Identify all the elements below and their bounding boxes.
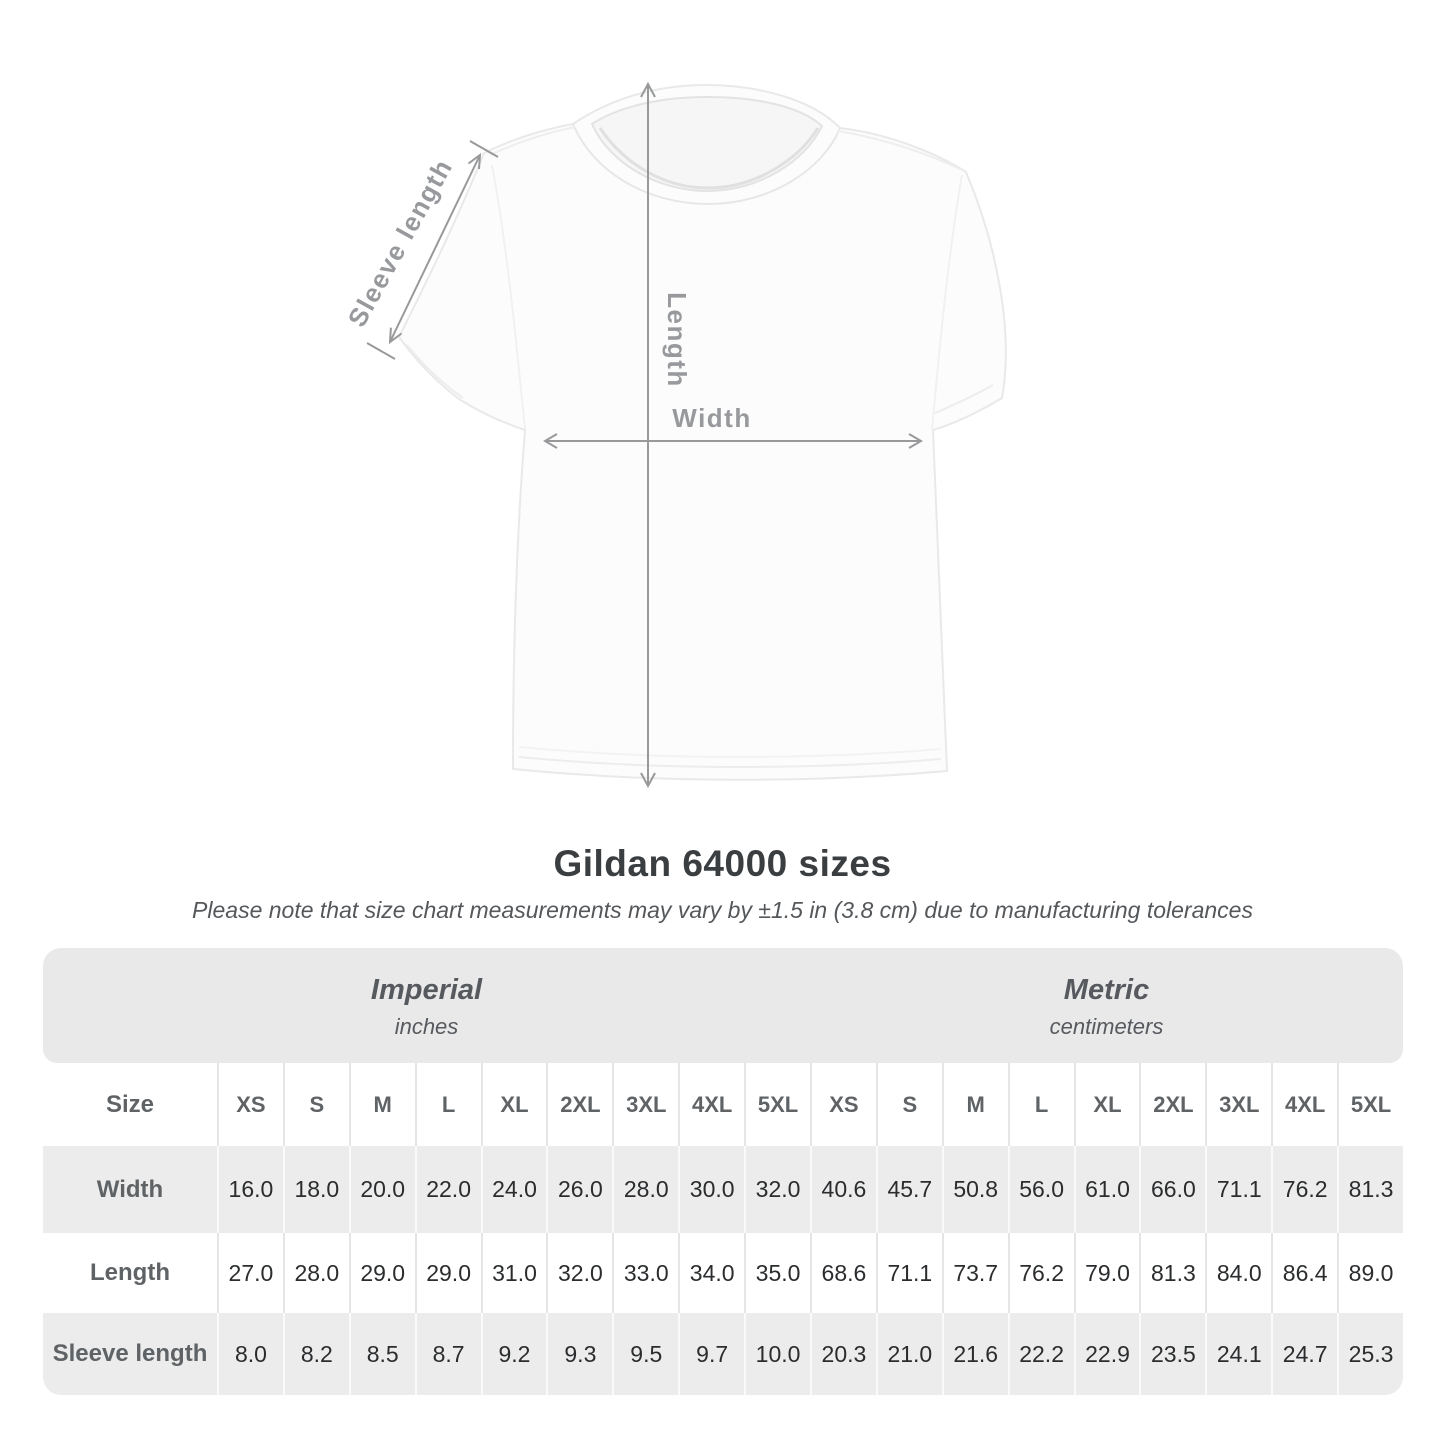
row-label-sleeve-length: Sleeve length: [43, 1313, 217, 1395]
table-cell: 29.0: [348, 1233, 415, 1313]
table-cell: 50.8: [941, 1146, 1008, 1233]
table-cell: 22.0: [414, 1146, 481, 1233]
table-cell: 76.2: [1007, 1233, 1074, 1313]
size-column-header: M: [348, 1063, 415, 1146]
table-cell: 22.9: [1073, 1313, 1140, 1395]
table-cell: 16.0: [217, 1146, 283, 1233]
table-cell: 24.1: [1205, 1313, 1272, 1395]
table-cell: 66.0: [1139, 1146, 1206, 1233]
table-cell: 10.0: [744, 1313, 810, 1395]
size-column-header: 5XL: [1337, 1063, 1403, 1146]
size-column-header: L: [1007, 1063, 1074, 1146]
table-cell: 30.0: [678, 1146, 745, 1233]
table-cell: 25.3: [1337, 1313, 1403, 1395]
size-table-grid: Size XS S M L XL 2XL 3XL 4XL 5XL XS S M …: [43, 1063, 1403, 1395]
table-cell: 76.2: [1271, 1146, 1338, 1233]
table-cell: 89.0: [1337, 1233, 1403, 1313]
metric-label: Metric: [1063, 973, 1150, 1006]
table-cell: 68.6: [809, 1233, 876, 1313]
table-cell: 8.0: [217, 1313, 283, 1395]
table-cell: 79.0: [1073, 1233, 1140, 1313]
table-cell: 23.5: [1139, 1313, 1206, 1395]
size-column-header: S: [282, 1063, 349, 1146]
table-cell: 35.0: [744, 1233, 810, 1313]
size-column-header: 3XL: [1205, 1063, 1272, 1146]
table-cell: 28.0: [282, 1233, 349, 1313]
imperial-label: Imperial: [370, 973, 483, 1006]
size-column-header: 4XL: [678, 1063, 745, 1146]
table-cell: 32.0: [546, 1233, 613, 1313]
size-column-header: XS: [217, 1063, 283, 1146]
table-cell: 81.3: [1337, 1146, 1403, 1233]
size-chart-subtitle: Please note that size chart measurements…: [192, 897, 1253, 923]
table-cell: 33.0: [612, 1233, 679, 1313]
unit-group-header-row: Imperial inches Metric centimeters: [43, 948, 1403, 1063]
length-label: Length: [662, 292, 692, 388]
size-column-header: L: [414, 1063, 481, 1146]
row-label-length: Length: [43, 1233, 217, 1313]
tshirt-measurement-diagram: Sleeve length Length Width: [342, 81, 1007, 789]
tshirt-diagram-svg: Sleeve length Length Width: [342, 81, 1007, 789]
table-cell: 81.3: [1139, 1233, 1206, 1313]
table-cell: 29.0: [414, 1233, 481, 1313]
size-column-header: XS: [809, 1063, 876, 1146]
size-chart-title: Gildan 64000 sizes: [553, 843, 892, 884]
table-cell: 8.5: [348, 1313, 415, 1395]
table-cell: 40.6: [809, 1146, 876, 1233]
table-cell: 86.4: [1271, 1233, 1338, 1313]
table-cell: 20.0: [348, 1146, 415, 1233]
table-cell: 8.2: [282, 1313, 349, 1395]
size-column-header: XL: [1073, 1063, 1140, 1146]
imperial-group-header: Imperial inches: [43, 948, 810, 1063]
size-column-header: 4XL: [1271, 1063, 1338, 1146]
table-cell: 9.3: [546, 1313, 613, 1395]
table-cell: 71.1: [875, 1233, 942, 1313]
metric-group-header: Metric centimeters: [810, 948, 1403, 1063]
imperial-unit: inches: [394, 1013, 459, 1039]
table-cell: 9.2: [480, 1313, 547, 1395]
table-cell: 45.7: [875, 1146, 942, 1233]
table-cell: 34.0: [678, 1233, 745, 1313]
table-cell: 21.6: [941, 1313, 1008, 1395]
table-cell: 27.0: [217, 1233, 283, 1313]
table-cell: 9.7: [678, 1313, 745, 1395]
table-cell: 56.0: [1007, 1146, 1074, 1233]
size-table: Imperial inches Metric centimeters Size …: [43, 948, 1403, 1395]
table-cell: 20.3: [809, 1313, 876, 1395]
size-column-header: S: [875, 1063, 942, 1146]
table-cell: 31.0: [480, 1233, 547, 1313]
table-cell: 61.0: [1073, 1146, 1140, 1233]
table-cell: 21.0: [875, 1313, 942, 1395]
size-column-header: 5XL: [744, 1063, 810, 1146]
width-label: Width: [672, 403, 751, 433]
table-cell: 22.2: [1007, 1313, 1074, 1395]
table-cell: 71.1: [1205, 1146, 1272, 1233]
table-cell: 84.0: [1205, 1233, 1272, 1313]
length-arrow: [640, 81, 656, 789]
table-cell: 73.7: [941, 1233, 1008, 1313]
title-block: Gildan 64000 sizes Please note that size…: [0, 843, 1445, 924]
table-cell: 26.0: [546, 1146, 613, 1233]
table-cell: 24.7: [1271, 1313, 1338, 1395]
tshirt-graphic: [398, 84, 1007, 781]
table-cell: 9.5: [612, 1313, 679, 1395]
table-cell: 8.7: [414, 1313, 481, 1395]
size-corner-label: Size: [43, 1063, 217, 1146]
table-cell: 28.0: [612, 1146, 679, 1233]
size-column-header: XL: [480, 1063, 547, 1146]
row-label-width: Width: [43, 1146, 217, 1233]
table-cell: 32.0: [744, 1146, 810, 1233]
size-column-header: 2XL: [1139, 1063, 1206, 1146]
size-column-header: M: [941, 1063, 1008, 1146]
size-column-header: 3XL: [612, 1063, 679, 1146]
table-cell: 18.0: [282, 1146, 349, 1233]
size-column-header: 2XL: [546, 1063, 613, 1146]
metric-unit: centimeters: [1049, 1013, 1164, 1039]
table-cell: 24.0: [480, 1146, 547, 1233]
width-arrow: [543, 433, 923, 449]
sleeve-length-arrow: [366, 140, 499, 360]
